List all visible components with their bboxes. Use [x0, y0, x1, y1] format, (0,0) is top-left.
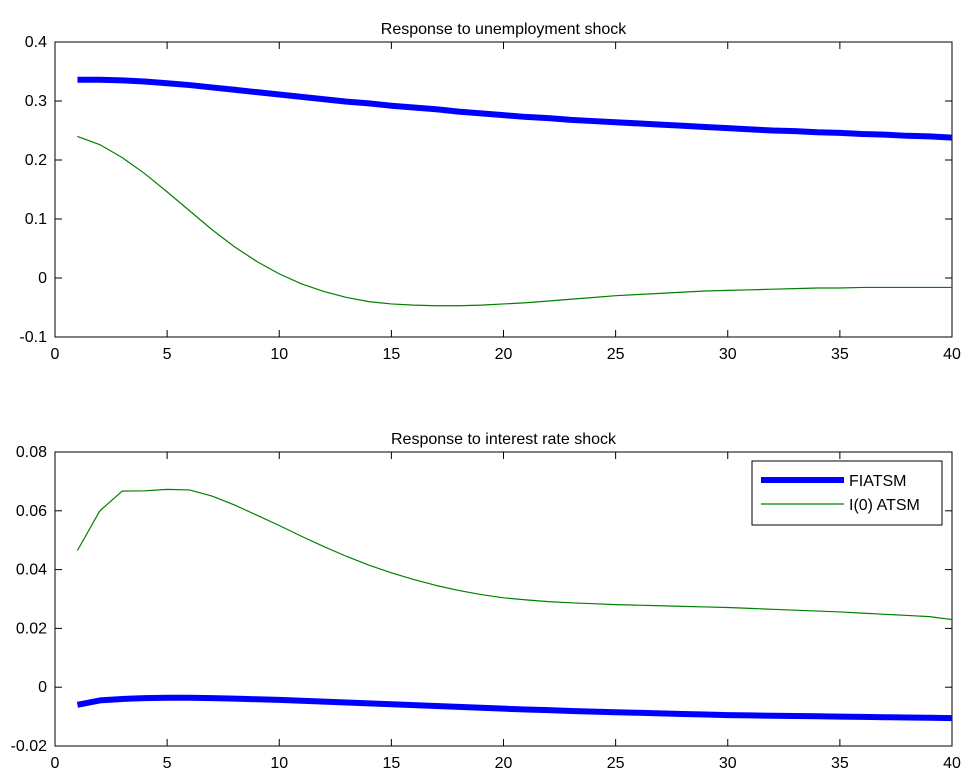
series-line-i0-atsm	[76, 488, 953, 621]
x-tick-label: 5	[163, 755, 172, 772]
legend	[751, 460, 943, 526]
x-tick-label: 35	[831, 755, 849, 772]
plot-title: Response to interest rate shock	[391, 431, 617, 448]
x-tick-label: 0	[51, 346, 60, 363]
series-line-fiatsm	[77, 76, 953, 141]
y-tick-label: 0	[38, 679, 47, 696]
x-tick-label: 25	[607, 346, 625, 363]
x-tick-label: 20	[495, 346, 513, 363]
plot-interest-rate-shock: Response to interest rate shock 0 5 10 15 20…	[11, 431, 961, 772]
y-tick-label: 0.3	[25, 93, 47, 110]
y-tick-label: 0.2	[25, 152, 47, 169]
y-tick-label: 0.04	[16, 562, 47, 579]
plot-title: Response to unemployment shock	[381, 21, 627, 38]
x-tick-label: 0	[51, 755, 60, 772]
y-tick-label: 0.1	[25, 211, 47, 228]
x-tick-label: 5	[163, 346, 172, 363]
legend-label: FIATSM	[849, 473, 906, 490]
y-tick-label: -0.1	[19, 329, 47, 346]
x-tick-label: 15	[382, 755, 400, 772]
x-tick-label: 10	[270, 755, 288, 772]
x-tick-label: 25	[607, 755, 625, 772]
x-tick-label: 30	[719, 755, 737, 772]
x-tick-label: 35	[831, 346, 849, 363]
x-tick-label: 10	[270, 346, 288, 363]
y-tick-label: 0.02	[16, 620, 47, 637]
legend-label: I(0) ATSM	[849, 497, 920, 514]
y-tick-label: 0	[38, 270, 47, 287]
y-tick-label: 0.06	[16, 503, 47, 520]
x-tick-label: 30	[719, 346, 737, 363]
series-line-fiatsm	[76, 694, 953, 722]
x-tick-label: 40	[943, 755, 961, 772]
series-line-i0-atsm	[77, 135, 952, 307]
x-tick-label: 40	[943, 346, 961, 363]
plot-unemployment-shock: Response to unemployment shock 0 5 10 15 20 2…	[19, 21, 961, 363]
y-tick-label: 0.08	[16, 444, 47, 461]
x-tick-label: 15	[382, 346, 400, 363]
y-tick-label: -0.02	[11, 738, 48, 755]
x-tick-label: 20	[495, 755, 513, 772]
y-tick-label: 0.4	[25, 34, 47, 51]
